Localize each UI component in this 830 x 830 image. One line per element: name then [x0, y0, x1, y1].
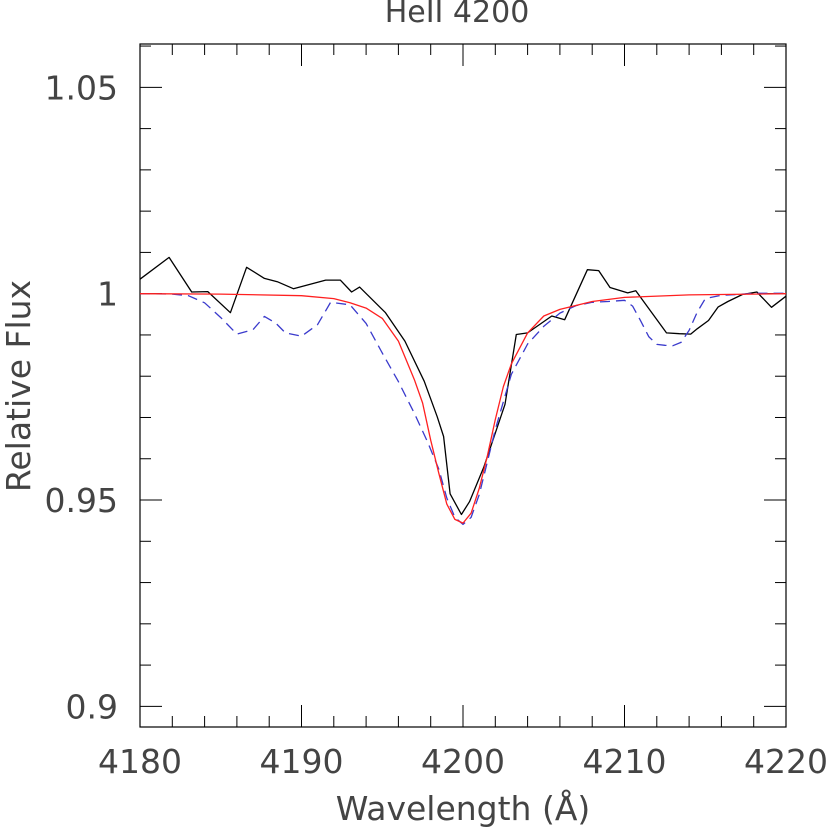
x-tick-label: 4210 [583, 742, 667, 781]
plot-area [139, 43, 787, 728]
x-tick-label: 4190 [260, 742, 344, 781]
chart-title: HeII 4200 [385, 0, 530, 30]
tick-labels: 4180 4190 4200 4210 4220 0.9 0.95 1 1.05 [45, 68, 828, 781]
y-axis-label: Relative Flux [0, 280, 38, 492]
plot-frame [139, 43, 787, 728]
axis-ticks [139, 44, 787, 727]
model-dashed-line [139, 292, 786, 526]
x-axis-label: Wavelength (Å) [336, 788, 591, 828]
model-red-line [139, 293, 787, 524]
observed-spectrum-line [139, 256, 787, 516]
x-tick-label: 4200 [421, 742, 505, 781]
y-tick-label: 0.9 [66, 687, 118, 726]
x-tick-label: 4220 [744, 742, 828, 781]
x-tick-label: 4180 [98, 742, 182, 781]
y-tick-label: 0.95 [45, 481, 118, 520]
data-lines [139, 256, 787, 526]
y-tick-label: 1.05 [45, 68, 118, 107]
y-tick-label: 1 [97, 275, 118, 314]
